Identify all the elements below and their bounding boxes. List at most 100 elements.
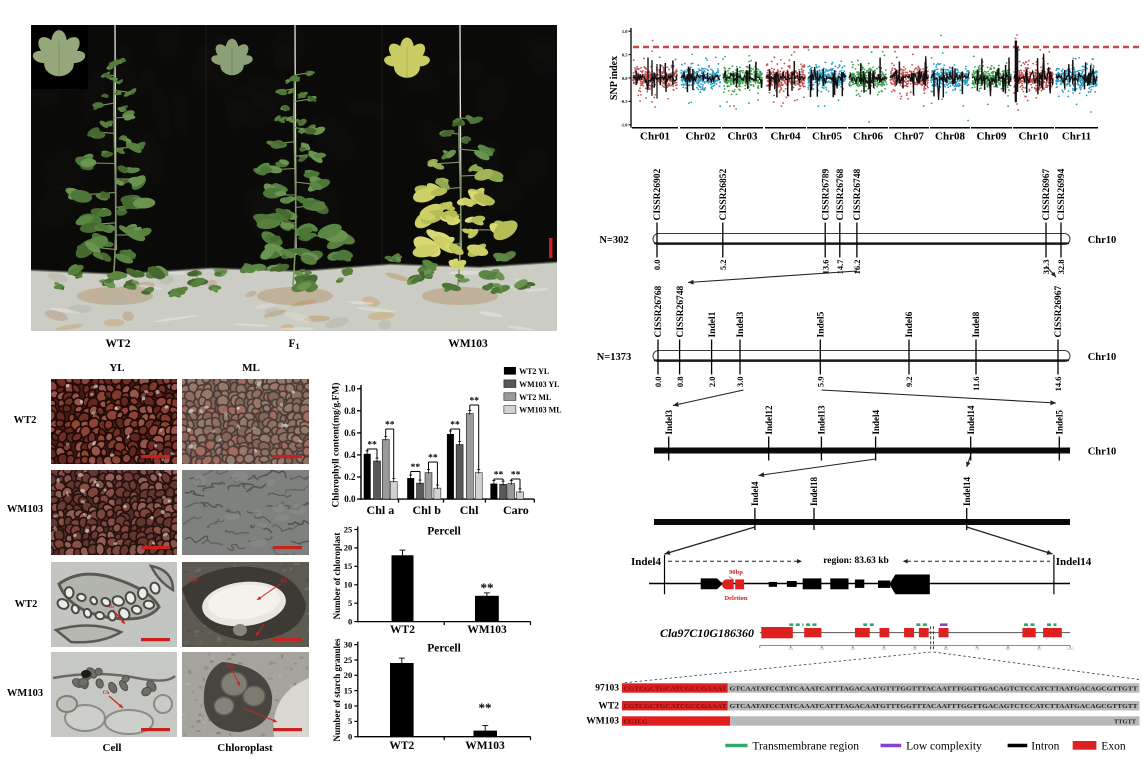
svg-text:0.6: 0.6 (344, 428, 356, 438)
svg-text:**: ** (511, 471, 521, 481)
svg-text:Transmembrane region: Transmembrane region (752, 741, 859, 753)
svg-text:Exon: Exon (1101, 741, 1126, 753)
svg-text:5.9: 5.9 (816, 377, 826, 388)
svg-text:WT2: WT2 (106, 338, 131, 350)
svg-text:10: 10 (789, 646, 794, 651)
svg-text:**: ** (481, 580, 494, 595)
svg-text:region: 83.63 kb: region: 83.63 kb (823, 556, 889, 566)
svg-text:5: 5 (348, 598, 352, 608)
svg-text:10: 10 (344, 701, 353, 711)
svg-text:**: ** (450, 421, 460, 431)
svg-text:WT2 YL: WT2 YL (519, 367, 549, 376)
svg-text:SNP index: SNP index (609, 56, 620, 100)
svg-text:Chlorophyll content(mg/g.FM): Chlorophyll content(mg/g.FM) (331, 383, 342, 508)
svg-text:80: 80 (1006, 646, 1011, 651)
svg-text:0.8: 0.8 (675, 377, 685, 388)
svg-text:97103: 97103 (595, 684, 619, 694)
svg-text:WT2: WT2 (15, 599, 38, 610)
svg-text:Indel1: Indel1 (708, 311, 718, 337)
svg-text:0.8: 0.8 (344, 406, 356, 416)
svg-text:Chr01: Chr01 (640, 131, 670, 143)
svg-text:Chr05: Chr05 (812, 131, 842, 143)
svg-text:Chr11: Chr11 (1062, 131, 1091, 143)
svg-text:30: 30 (344, 639, 353, 649)
svg-text:9.2: 9.2 (904, 377, 914, 388)
svg-text:Caro: Caro (503, 503, 529, 517)
svg-text:F1: F1 (288, 338, 299, 351)
svg-text:Chr10: Chr10 (1088, 235, 1117, 246)
svg-text:0.0: 0.0 (653, 377, 663, 388)
svg-text:WM103: WM103 (467, 624, 507, 636)
svg-text:5: 5 (348, 716, 352, 726)
svg-text:SG: SG (108, 605, 115, 610)
svg-text:N=302: N=302 (599, 235, 628, 246)
svg-text:0.0: 0.0 (622, 76, 628, 81)
svg-text:11.6: 11.6 (971, 377, 981, 391)
svg-text:WM103 ML: WM103 ML (519, 406, 561, 415)
svg-text:Intron: Intron (1031, 741, 1059, 753)
svg-text:WT2 ML: WT2 ML (519, 393, 551, 402)
svg-text:**: ** (428, 454, 438, 464)
svg-text:GTCAATATCCTATCAAATCATTTAGACAAT: GTCAATATCCTATCAAATCATTTAGACAATGTTTGGTTTA… (730, 703, 1139, 710)
svg-text:90bp: 90bp (729, 569, 743, 576)
svg-text:CISSR26748: CISSR26748 (676, 286, 686, 338)
svg-text:90: 90 (1037, 646, 1042, 651)
svg-text:Number of starch granules: Number of starch granules (332, 638, 342, 741)
svg-text:Chr10: Chr10 (1088, 352, 1117, 363)
svg-text:WM103 YL: WM103 YL (519, 380, 559, 389)
svg-text:SG: SG (281, 579, 288, 584)
svg-text:25: 25 (344, 524, 353, 534)
svg-text:Percell: Percell (427, 526, 461, 538)
svg-text:Chr08: Chr08 (935, 131, 965, 143)
svg-text:15: 15 (344, 561, 353, 571)
svg-text:WM103: WM103 (448, 338, 488, 350)
svg-text:0.2: 0.2 (344, 472, 356, 482)
svg-text:Indel6: Indel6 (905, 311, 915, 337)
svg-text:Chl a: Chl a (367, 503, 395, 517)
svg-text:CW: CW (190, 579, 199, 584)
svg-text:Chr03: Chr03 (728, 131, 758, 143)
svg-text:Indel12: Indel12 (764, 405, 774, 435)
svg-text:Chr04: Chr04 (771, 131, 801, 143)
svg-text:CGTCG: CGTCG (624, 718, 648, 725)
svg-text:20: 20 (344, 543, 353, 553)
svg-text:13.6: 13.6 (820, 260, 830, 275)
svg-text:Chr06: Chr06 (853, 131, 883, 143)
svg-text:Number of chloroplast: Number of chloroplast (332, 533, 342, 620)
svg-text:WM103: WM103 (586, 717, 619, 727)
svg-text:WT2: WT2 (598, 701, 619, 711)
svg-text:20: 20 (344, 670, 353, 680)
svg-text:Cell: Cell (103, 742, 122, 754)
svg-text:SG: SG (227, 665, 234, 670)
svg-text:0.4: 0.4 (344, 450, 356, 460)
svg-text:**: ** (469, 397, 479, 407)
svg-text:ML: ML (242, 362, 260, 374)
svg-text:Cla97C10G186360: Cla97C10G186360 (660, 626, 754, 640)
svg-text:WT2: WT2 (389, 740, 414, 752)
svg-text:**: ** (367, 441, 377, 451)
svg-text:40: 40 (882, 646, 887, 651)
svg-text:Indel8: Indel8 (972, 311, 982, 337)
svg-text:15: 15 (344, 685, 353, 695)
svg-text:WM103: WM103 (7, 504, 43, 515)
svg-text:Indel14: Indel14 (966, 405, 976, 435)
svg-text:Indel5: Indel5 (1055, 409, 1065, 434)
svg-text:**: ** (494, 471, 504, 481)
svg-text:Indel4: Indel4 (750, 481, 760, 506)
svg-text:CISSR26768: CISSR26768 (836, 169, 846, 221)
svg-text:Deletion: Deletion (724, 595, 747, 602)
svg-text:-1.0: -1.0 (620, 123, 628, 128)
svg-text:100: 100 (1067, 646, 1074, 651)
svg-text:CISSR26994: CISSR26994 (1057, 169, 1067, 221)
svg-text:3.0: 3.0 (735, 377, 745, 388)
svg-text:N=1373: N=1373 (597, 352, 632, 363)
svg-text:0.5: 0.5 (622, 52, 628, 57)
svg-text:20: 20 (820, 646, 825, 651)
svg-text:Chr10: Chr10 (1088, 447, 1117, 458)
svg-text:Indel4: Indel4 (871, 409, 881, 434)
svg-text:Indel3: Indel3 (736, 311, 746, 337)
svg-text:Indel14: Indel14 (1056, 556, 1092, 568)
svg-text:10: 10 (344, 580, 353, 590)
svg-text:32.8: 32.8 (1056, 260, 1066, 275)
svg-text:Indel3: Indel3 (664, 409, 674, 434)
